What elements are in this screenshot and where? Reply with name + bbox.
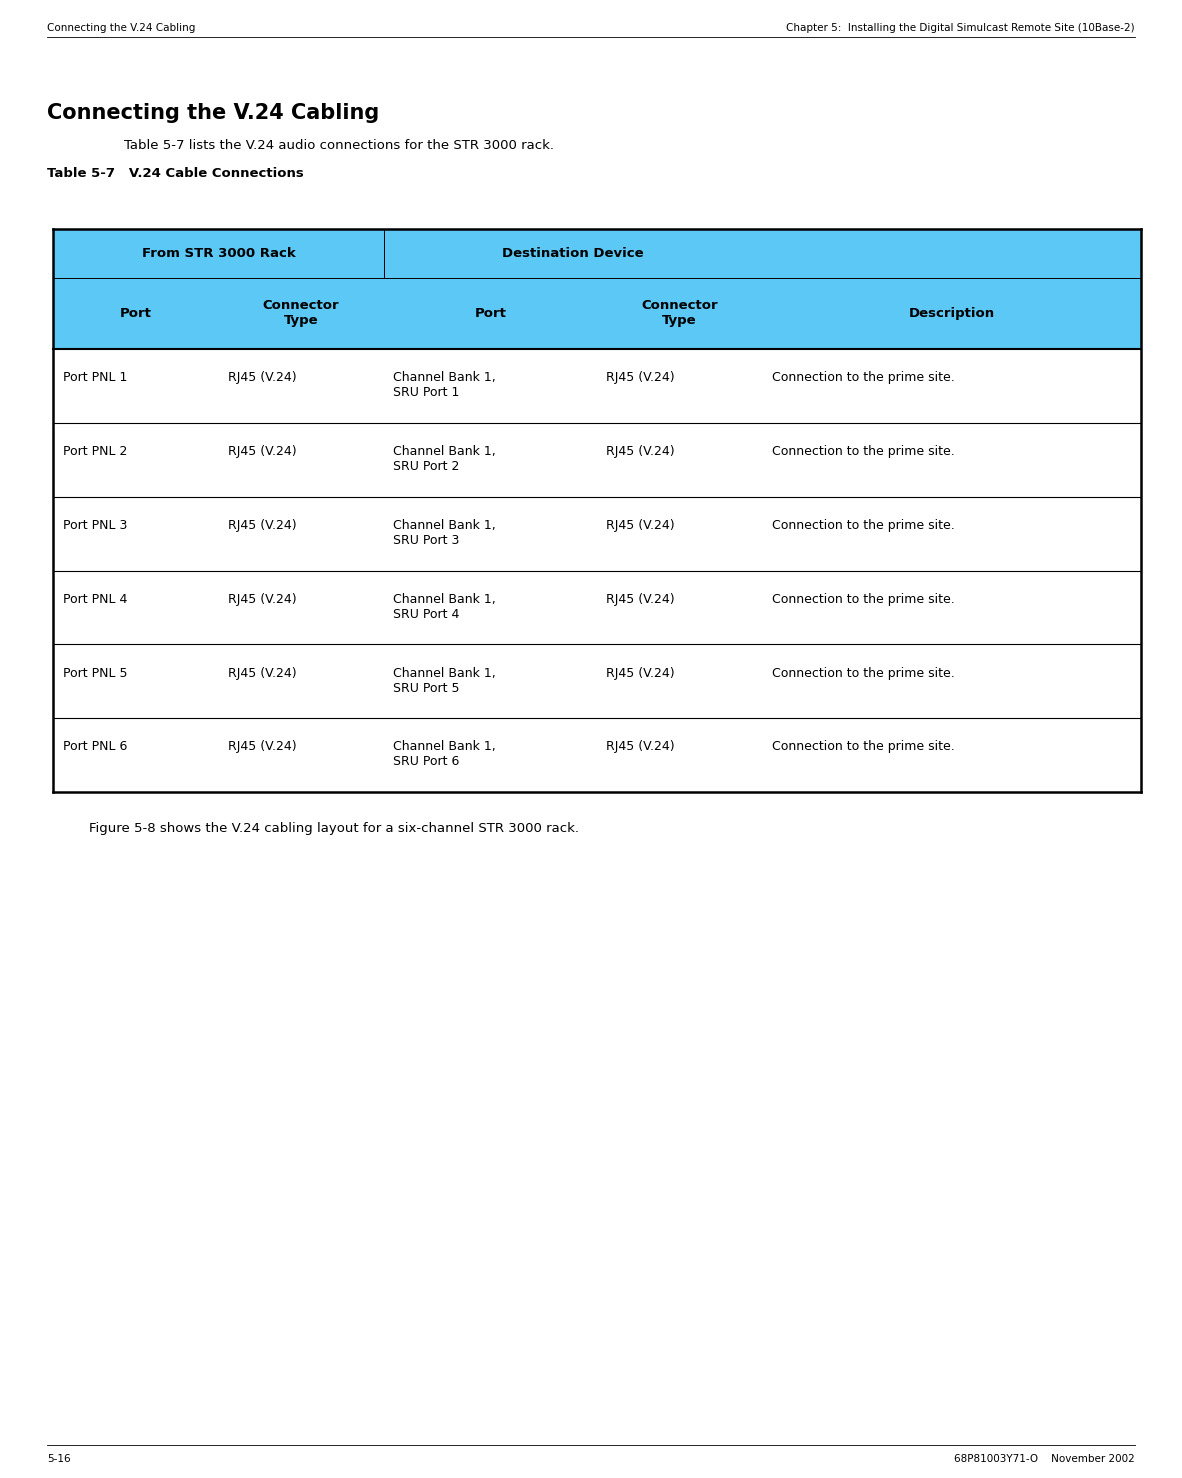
Text: Port PNL 3: Port PNL 3 [63, 519, 126, 532]
Text: 68P81003Y71-O    November 2002: 68P81003Y71-O November 2002 [954, 1454, 1135, 1465]
Text: Connection to the prime site.: Connection to the prime site. [772, 593, 954, 606]
Text: RJ45 (V.24): RJ45 (V.24) [228, 371, 297, 384]
Text: Port PNL 4: Port PNL 4 [63, 593, 126, 606]
Text: RJ45 (V.24): RJ45 (V.24) [606, 519, 675, 532]
Text: Figure 5-8 shows the V.24 cabling layout for a six-channel STR 3000 rack.: Figure 5-8 shows the V.24 cabling layout… [89, 822, 579, 835]
Text: Port: Port [474, 307, 506, 319]
Text: Connector
Type: Connector Type [642, 300, 717, 327]
Text: Channel Bank 1,
SRU Port 3: Channel Bank 1, SRU Port 3 [394, 519, 496, 547]
Text: Channel Bank 1,
SRU Port 2: Channel Bank 1, SRU Port 2 [394, 445, 496, 473]
Text: From STR 3000 Rack: From STR 3000 Rack [142, 247, 296, 260]
Text: Connection to the prime site.: Connection to the prime site. [772, 371, 954, 384]
Text: RJ45 (V.24): RJ45 (V.24) [228, 740, 297, 754]
Text: RJ45 (V.24): RJ45 (V.24) [228, 519, 297, 532]
Text: Connecting the V.24 Cabling: Connecting the V.24 Cabling [47, 103, 379, 124]
Text: Destination Device: Destination Device [502, 247, 644, 260]
Text: Connecting the V.24 Cabling: Connecting the V.24 Cabling [47, 22, 196, 33]
Text: Table 5-7 lists the V.24 audio connections for the STR 3000 rack.: Table 5-7 lists the V.24 audio connectio… [124, 139, 554, 152]
Text: Channel Bank 1,
SRU Port 4: Channel Bank 1, SRU Port 4 [394, 593, 496, 621]
Text: Connection to the prime site.: Connection to the prime site. [772, 519, 954, 532]
Text: RJ45 (V.24): RJ45 (V.24) [228, 593, 297, 606]
Text: Chapter 5:  Installing the Digital Simulcast Remote Site (10Base-2): Chapter 5: Installing the Digital Simulc… [786, 22, 1135, 33]
Text: Connection to the prime site.: Connection to the prime site. [772, 667, 954, 680]
Text: Port: Port [119, 307, 151, 319]
Text: Port PNL 2: Port PNL 2 [63, 445, 126, 458]
Text: Channel Bank 1,
SRU Port 1: Channel Bank 1, SRU Port 1 [394, 371, 496, 399]
Text: Channel Bank 1,
SRU Port 6: Channel Bank 1, SRU Port 6 [394, 740, 496, 769]
Text: Description: Description [908, 307, 994, 319]
Text: RJ45 (V.24): RJ45 (V.24) [228, 667, 297, 680]
Text: Table 5-7   V.24 Cable Connections: Table 5-7 V.24 Cable Connections [47, 167, 304, 180]
Text: RJ45 (V.24): RJ45 (V.24) [606, 740, 675, 754]
Text: Channel Bank 1,
SRU Port 5: Channel Bank 1, SRU Port 5 [394, 667, 496, 695]
Text: RJ45 (V.24): RJ45 (V.24) [606, 593, 675, 606]
Text: RJ45 (V.24): RJ45 (V.24) [606, 445, 675, 458]
Text: Connection to the prime site.: Connection to the prime site. [772, 445, 954, 458]
Text: RJ45 (V.24): RJ45 (V.24) [606, 371, 675, 384]
Text: Connector
Type: Connector Type [262, 300, 339, 327]
Bar [53, 229, 1141, 349]
Text: Connection to the prime site.: Connection to the prime site. [772, 740, 954, 754]
Text: RJ45 (V.24): RJ45 (V.24) [228, 445, 297, 458]
Text: Port PNL 5: Port PNL 5 [63, 667, 128, 680]
Text: RJ45 (V.24): RJ45 (V.24) [606, 667, 675, 680]
Text: Port PNL 1: Port PNL 1 [63, 371, 126, 384]
Text: Port PNL 6: Port PNL 6 [63, 740, 126, 754]
Text: 5-16: 5-16 [47, 1454, 71, 1465]
